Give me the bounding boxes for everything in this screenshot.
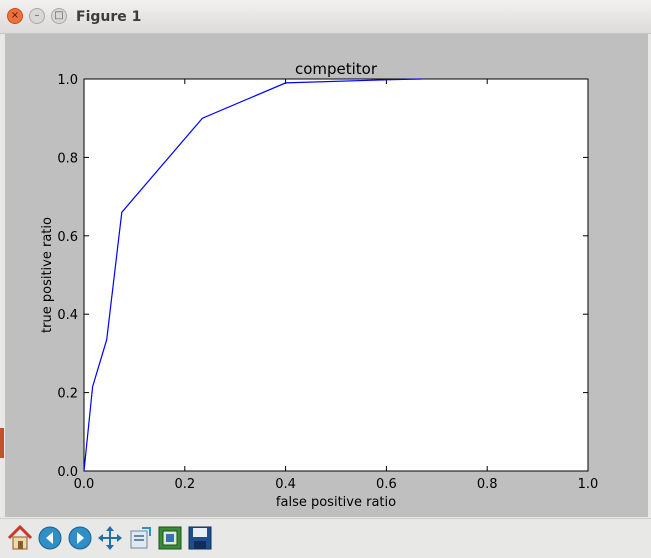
- y-tick-label: 0.4: [57, 308, 78, 323]
- x-tick-label: 0.4: [275, 477, 296, 492]
- maximize-icon[interactable]: □: [51, 8, 67, 24]
- window-title: Figure 1: [76, 9, 142, 25]
- window-titlebar: × – □ Figure 1: [0, 0, 651, 34]
- y-tick-label: 0.2: [57, 387, 78, 402]
- series-line: [83, 78, 422, 472]
- x-tick-label: 1.0: [578, 477, 599, 492]
- x-tick-label: 0.0: [74, 477, 95, 492]
- configure-subplots-icon[interactable]: [156, 524, 184, 552]
- back-icon[interactable]: [36, 524, 64, 552]
- y-tick-label: 1.0: [57, 73, 78, 88]
- window-edge-marker: [0, 428, 4, 458]
- navigation-toolbar: [0, 518, 651, 558]
- zoom-icon[interactable]: [126, 524, 154, 552]
- pan-icon[interactable]: [96, 524, 124, 552]
- save-icon[interactable]: [186, 524, 214, 552]
- y-tick-label: 0.6: [57, 230, 78, 245]
- x-tick-label: 0.8: [477, 477, 498, 492]
- figure-canvas: competitor 0.0 0.2 0.4 0.6 0.8 1.0 0.0 0.2 0.4 0…: [5, 34, 648, 517]
- y-tick-label: 0.0: [57, 465, 78, 480]
- y-axis: 0.0 0.2 0.4 0.6 0.8 1.0: [57, 73, 588, 480]
- y-tick-label: 0.8: [57, 151, 78, 166]
- y-axis-label: true positive ratio: [40, 217, 55, 333]
- chart-title: competitor: [295, 60, 378, 78]
- forward-icon[interactable]: [66, 524, 94, 552]
- minimize-icon[interactable]: –: [29, 8, 45, 24]
- x-tick-label: 0.6: [376, 477, 397, 492]
- plot-area: [83, 78, 589, 472]
- chart: competitor 0.0 0.2 0.4 0.6 0.8 1.0 0.00.20.40…: [40, 60, 599, 510]
- home-icon[interactable]: [6, 524, 34, 552]
- x-axis-label: false positive ratio: [276, 495, 396, 510]
- x-tick-label: 0.2: [174, 477, 195, 492]
- close-icon[interactable]: ×: [7, 8, 23, 24]
- x-axis: 0.0 0.2 0.4 0.6 0.8 1.0: [74, 79, 599, 492]
